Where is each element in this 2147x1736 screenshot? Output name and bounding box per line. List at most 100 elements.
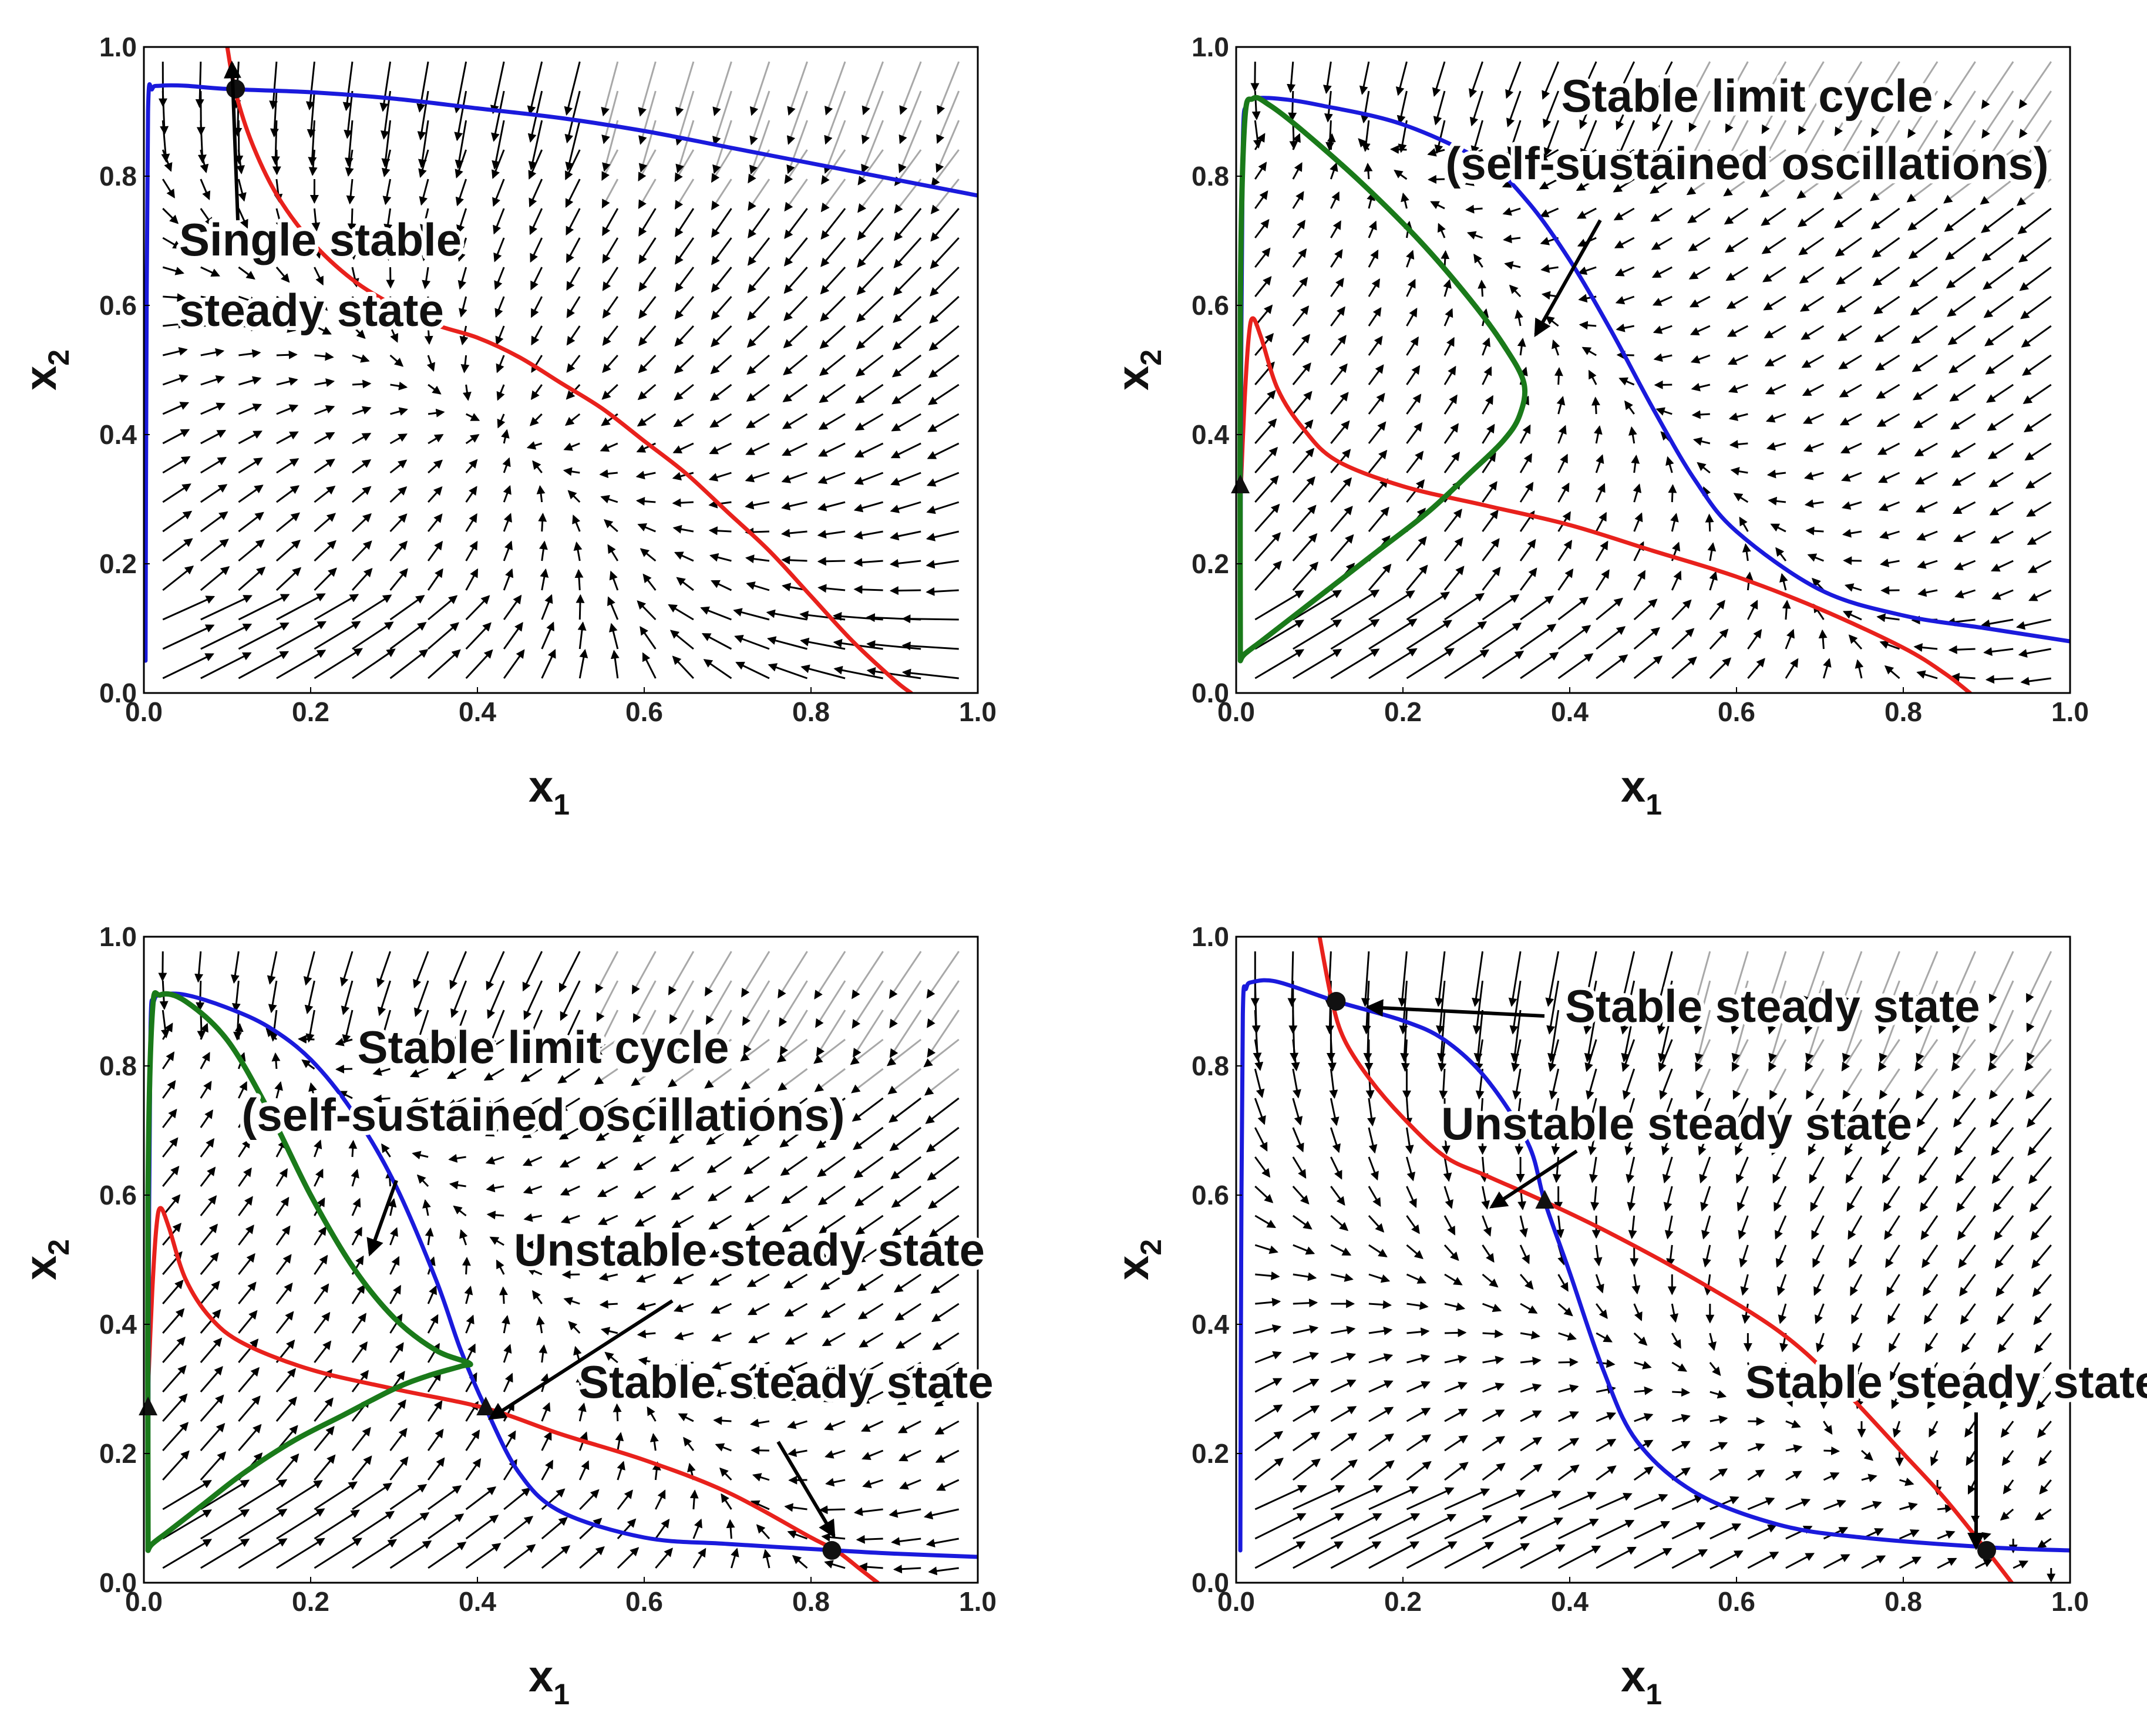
field-arrow	[457, 267, 467, 290]
field-arrow	[1465, 177, 1483, 186]
field-arrow	[782, 1244, 808, 1261]
field-arrow	[200, 1479, 250, 1510]
field-arrow	[1870, 207, 1900, 230]
field-arrow	[1708, 1333, 1717, 1351]
field-arrow	[314, 267, 324, 286]
field-arrow	[238, 1224, 254, 1246]
y-axis-label: x2	[1108, 349, 1167, 391]
field-arrow	[1951, 1039, 1976, 1072]
field-arrow	[862, 61, 884, 116]
field-arrow	[1406, 1327, 1430, 1337]
annotation-halo: Stable steady state	[1565, 980, 1980, 1032]
field-arrow	[669, 630, 694, 650]
field-arrow	[1443, 394, 1458, 415]
y-tick-label: 0.2	[99, 1438, 137, 1469]
field-arrow	[1835, 237, 1862, 257]
field-arrow	[1846, 1186, 1863, 1212]
field-arrow	[1910, 295, 1938, 316]
field-arrow	[1984, 325, 2014, 346]
field-arrow	[928, 354, 960, 378]
field-arrow	[1761, 90, 1787, 134]
field-arrow	[638, 61, 657, 117]
field-arrow	[1546, 980, 1560, 1035]
field-arrow	[1980, 178, 2014, 205]
field-arrow	[745, 472, 770, 483]
field-arrow	[891, 413, 921, 432]
field-arrow	[602, 208, 619, 236]
annotation-halo: Unstable steady state	[514, 1224, 985, 1276]
field-arrow	[1595, 569, 1610, 591]
annotation-arrow	[1365, 999, 1545, 1018]
field-arrow	[1803, 472, 1824, 480]
field-arrow	[1433, 90, 1446, 126]
field-arrow	[927, 1010, 960, 1058]
field-arrow	[1517, 337, 1526, 356]
field-arrow	[465, 595, 490, 621]
field-arrow	[453, 61, 467, 114]
field-arrow	[1747, 658, 1765, 679]
field-arrow	[1929, 1421, 1939, 1438]
field-arrow	[162, 1308, 185, 1334]
field-arrow	[1815, 1303, 1825, 1324]
field-arrow	[1368, 1326, 1393, 1335]
field-arrow	[711, 1361, 732, 1370]
field-arrow	[785, 1332, 808, 1345]
field-arrow	[1253, 120, 1262, 149]
field-arrow	[1948, 645, 1976, 654]
field-arrow	[1802, 413, 1825, 424]
field-arrow	[1557, 482, 1570, 503]
field-arrow	[1930, 1450, 1939, 1466]
field-arrow	[389, 1483, 428, 1510]
field-arrow	[341, 980, 354, 1015]
field-arrow	[560, 1214, 580, 1224]
field-arrow	[1747, 600, 1758, 620]
field-arrow	[1840, 472, 1862, 482]
field-arrow	[1543, 90, 1560, 129]
field-arrow	[1709, 1390, 1727, 1399]
field-arrow	[853, 1156, 884, 1179]
field-arrow	[1671, 1522, 1706, 1540]
field-arrow	[602, 325, 619, 346]
stable-point-marker	[1327, 992, 1346, 1011]
field-arrow	[1778, 1303, 1787, 1324]
field-arrow	[1254, 1156, 1271, 1178]
field-arrow	[1368, 1353, 1394, 1364]
field-arrow	[200, 1509, 250, 1540]
field-arrow	[1406, 1354, 1431, 1364]
field-arrow	[1795, 149, 1825, 171]
field-arrow	[352, 432, 372, 445]
x-tick-label: 0.8	[1884, 1586, 1922, 1617]
field-arrow	[1768, 1039, 1787, 1072]
field-arrow	[1915, 501, 1938, 513]
field-arrow	[1796, 61, 1825, 107]
field-arrow	[2020, 677, 2051, 686]
field-arrow	[1694, 1010, 1711, 1063]
field-arrow	[2026, 951, 2052, 1003]
field-arrow	[745, 413, 770, 429]
field-arrow	[631, 1068, 657, 1086]
field-arrow	[749, 1391, 770, 1399]
field-arrow	[420, 237, 430, 262]
field-arrow	[484, 1126, 504, 1137]
field-arrow	[783, 295, 808, 321]
field-arrow	[1877, 472, 1900, 483]
field-arrow	[1759, 178, 1786, 198]
field-arrow	[638, 208, 657, 237]
field-arrow	[536, 1316, 545, 1334]
field-arrow	[2000, 1508, 2014, 1521]
field-arrow	[425, 1227, 434, 1246]
field-arrow	[488, 1010, 505, 1048]
field-arrow	[1870, 90, 1900, 137]
field-arrow	[314, 1454, 336, 1481]
field-arrow	[573, 541, 583, 561]
field-arrow	[1653, 120, 1673, 160]
field-arrow	[352, 1482, 393, 1510]
annotation-text: Stable limit cycle	[1562, 70, 1933, 122]
field-arrow	[889, 1097, 922, 1123]
field-arrow	[1833, 178, 1862, 200]
field-arrow	[821, 1533, 846, 1542]
annotation-text: Stable steady state	[1565, 980, 1980, 1032]
field-arrow	[162, 1450, 190, 1481]
field-arrow	[541, 1545, 571, 1569]
field-arrow	[314, 1254, 328, 1275]
